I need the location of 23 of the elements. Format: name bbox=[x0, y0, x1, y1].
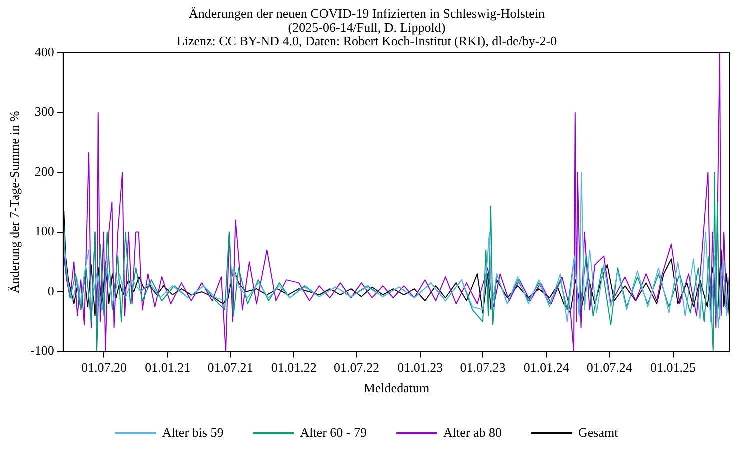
y-tick-label: 400 bbox=[34, 44, 54, 60]
x-tick-label: 01.01.23 bbox=[398, 360, 444, 376]
x-tick-label: 01.07.24 bbox=[586, 360, 633, 376]
y-tick-label: 0 bbox=[48, 283, 54, 298]
x-tick-label: 01.07.23 bbox=[460, 360, 506, 376]
y-tick-label: -100 bbox=[30, 343, 54, 358]
legend-label: Alter ab 80 bbox=[443, 424, 502, 440]
x-tick-label: 01.07.22 bbox=[334, 360, 380, 376]
y-tick-label: 100 bbox=[34, 224, 54, 239]
y-tick-label: 300 bbox=[34, 104, 54, 120]
chart-title: Änderungen der neuen COVID-19 Infizierten in Schleswig-Holstein (2025-06-14/Full, D. Lippold) Lizenz: CC BY-ND 4.0, Daten: Robert Koch-Institut (RKI), dl-de/by-2-0 bbox=[176, 6, 558, 49]
legend-label: Gesamt bbox=[578, 424, 619, 440]
x-tick-label: 01.07.20 bbox=[81, 360, 127, 376]
legend-label: Alter 60 - 79 bbox=[300, 424, 367, 440]
x-tick-label: 01.01.24 bbox=[524, 360, 570, 376]
y-tick-label: 200 bbox=[34, 164, 54, 179]
legend-label: Alter bis 59 bbox=[162, 424, 224, 440]
x-tick-label: 01.07.21 bbox=[208, 360, 254, 376]
x-tick-label: 01.01.22 bbox=[271, 360, 317, 376]
y-axis-title: Änderung der 7-Tage-Summe in % bbox=[7, 110, 22, 294]
x-axis-title: Meldedatum bbox=[364, 380, 430, 396]
x-tick-label: 01.01.25 bbox=[650, 360, 696, 376]
x-tick-label: 01.01.21 bbox=[145, 360, 191, 376]
